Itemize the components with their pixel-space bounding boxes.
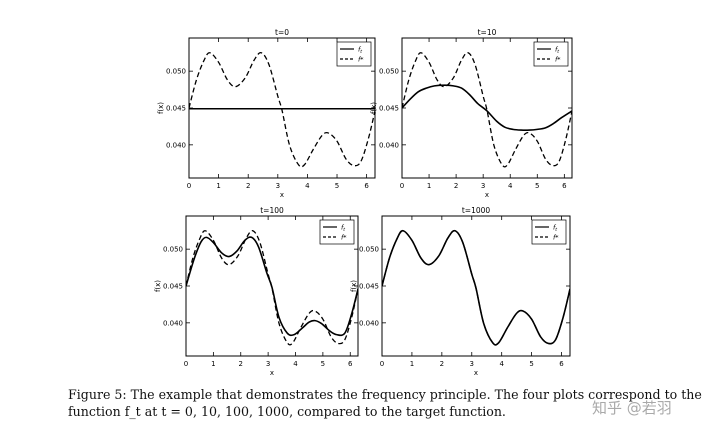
x-tick-label: 6	[348, 360, 353, 368]
x-tick-label: 0	[187, 182, 191, 190]
legend-label: f*	[341, 234, 347, 242]
x-tick-label: 2	[239, 360, 243, 368]
x-axis-label: x	[270, 369, 274, 377]
legend: ftf*	[533, 41, 569, 67]
legend-label: f*	[553, 234, 559, 242]
x-tick-label: 1	[410, 360, 414, 368]
y-tick-label: 0.050	[166, 68, 186, 76]
x-axis-label: x	[474, 369, 478, 377]
subplot-3: 0 1 2 3 4 5 6 0.040 0.045 0.050 t=100 x f(x) ftf*	[154, 206, 359, 377]
figure-caption: Figure 5: The example that demonstrates …	[68, 386, 702, 420]
x-tick-label: 3	[481, 182, 485, 190]
legend-box	[319, 219, 355, 245]
target-curve-fstar	[382, 230, 570, 346]
y-tick-label: 0.040	[163, 319, 183, 327]
legend-box	[336, 41, 372, 67]
legend: ftf*	[319, 219, 355, 245]
x-tick-label: 2	[454, 182, 458, 190]
target-curve-fstar	[186, 230, 358, 346]
x-tick-label: 1	[216, 182, 220, 190]
legend: ftf*	[531, 219, 567, 245]
x-tick-label: 4	[305, 182, 310, 190]
legend-label: ft	[341, 224, 345, 234]
x-tick-label: 2	[440, 360, 444, 368]
target-curve-fstar	[189, 52, 375, 168]
x-tick-label: 6	[559, 360, 564, 368]
x-tick-label: 0	[400, 182, 404, 190]
legend: ftf*	[336, 41, 372, 67]
x-tick-label: 4	[508, 182, 513, 190]
y-tick-label: 0.045	[163, 283, 183, 291]
fitted-curve-ft	[402, 84, 572, 131]
x-axis-label: x	[485, 191, 489, 199]
y-axis-label: f(x)	[370, 102, 378, 114]
x-tick-label: 1	[427, 182, 431, 190]
x-tick-label: 6	[364, 182, 369, 190]
fitted-curve-ft	[186, 236, 358, 337]
x-tick-label: 5	[529, 360, 533, 368]
caption-line-2: function f_t at t = 0, 10, 100, 1000, co…	[68, 404, 506, 419]
x-tick-label: 0	[184, 360, 188, 368]
x-tick-label: 5	[335, 182, 339, 190]
legend-label: ft	[358, 46, 362, 56]
y-tick-label: 0.040	[359, 319, 379, 327]
legend-label: f*	[555, 56, 561, 64]
y-tick-label: 0.045	[166, 105, 186, 113]
x-tick-label: 0	[380, 360, 384, 368]
legend-box	[531, 219, 567, 245]
subplot-title: t=100	[260, 206, 284, 215]
legend-label: ft	[553, 224, 557, 234]
target-curve-fstar	[402, 52, 572, 168]
y-tick-label: 0.050	[379, 68, 399, 76]
legend-label: f*	[358, 56, 364, 64]
y-axis-label: f(x)	[154, 280, 162, 292]
y-axis-label: f(x)	[157, 102, 165, 114]
x-tick-label: 3	[276, 182, 280, 190]
x-tick-label: 2	[246, 182, 250, 190]
subplot-title: t=1000	[462, 206, 491, 215]
subplot-2: 0 1 2 3 4 5 6 0.040 0.045 0.050 t=10 x f(x) ftf*	[370, 28, 573, 199]
subplot-title: t=0	[275, 28, 289, 37]
watermark: 知乎 @若羽	[592, 399, 672, 417]
x-tick-label: 3	[266, 360, 270, 368]
x-tick-label: 5	[321, 360, 325, 368]
x-axis-label: x	[280, 191, 284, 199]
legend-label: ft	[555, 46, 559, 56]
caption-line-1: Figure 5: The example that demonstrates …	[68, 387, 702, 402]
subplot-1: 0 1 2 3 4 5 6 0.040 0.045 0.050 t=0 x f(x) ftf*	[157, 28, 376, 199]
subplot-4: 0 1 2 3 4 5 6 0.040 0.045 0.050 t=1000 x f(x) ftf*	[350, 206, 571, 377]
y-tick-label: 0.040	[379, 141, 399, 149]
legend-box	[533, 41, 569, 67]
y-axis-label: f(x)	[350, 280, 358, 292]
x-tick-label: 6	[562, 182, 567, 190]
y-tick-label: 0.050	[359, 246, 379, 254]
y-tick-label: 0.045	[359, 283, 379, 291]
x-tick-label: 4	[293, 360, 298, 368]
y-tick-label: 0.045	[379, 105, 399, 113]
x-tick-label: 5	[535, 182, 539, 190]
x-tick-label: 1	[211, 360, 215, 368]
subplot-title: t=10	[478, 28, 497, 37]
x-tick-label: 4	[499, 360, 504, 368]
y-tick-label: 0.040	[166, 141, 186, 149]
x-tick-label: 3	[470, 360, 474, 368]
y-tick-label: 0.050	[163, 246, 183, 254]
